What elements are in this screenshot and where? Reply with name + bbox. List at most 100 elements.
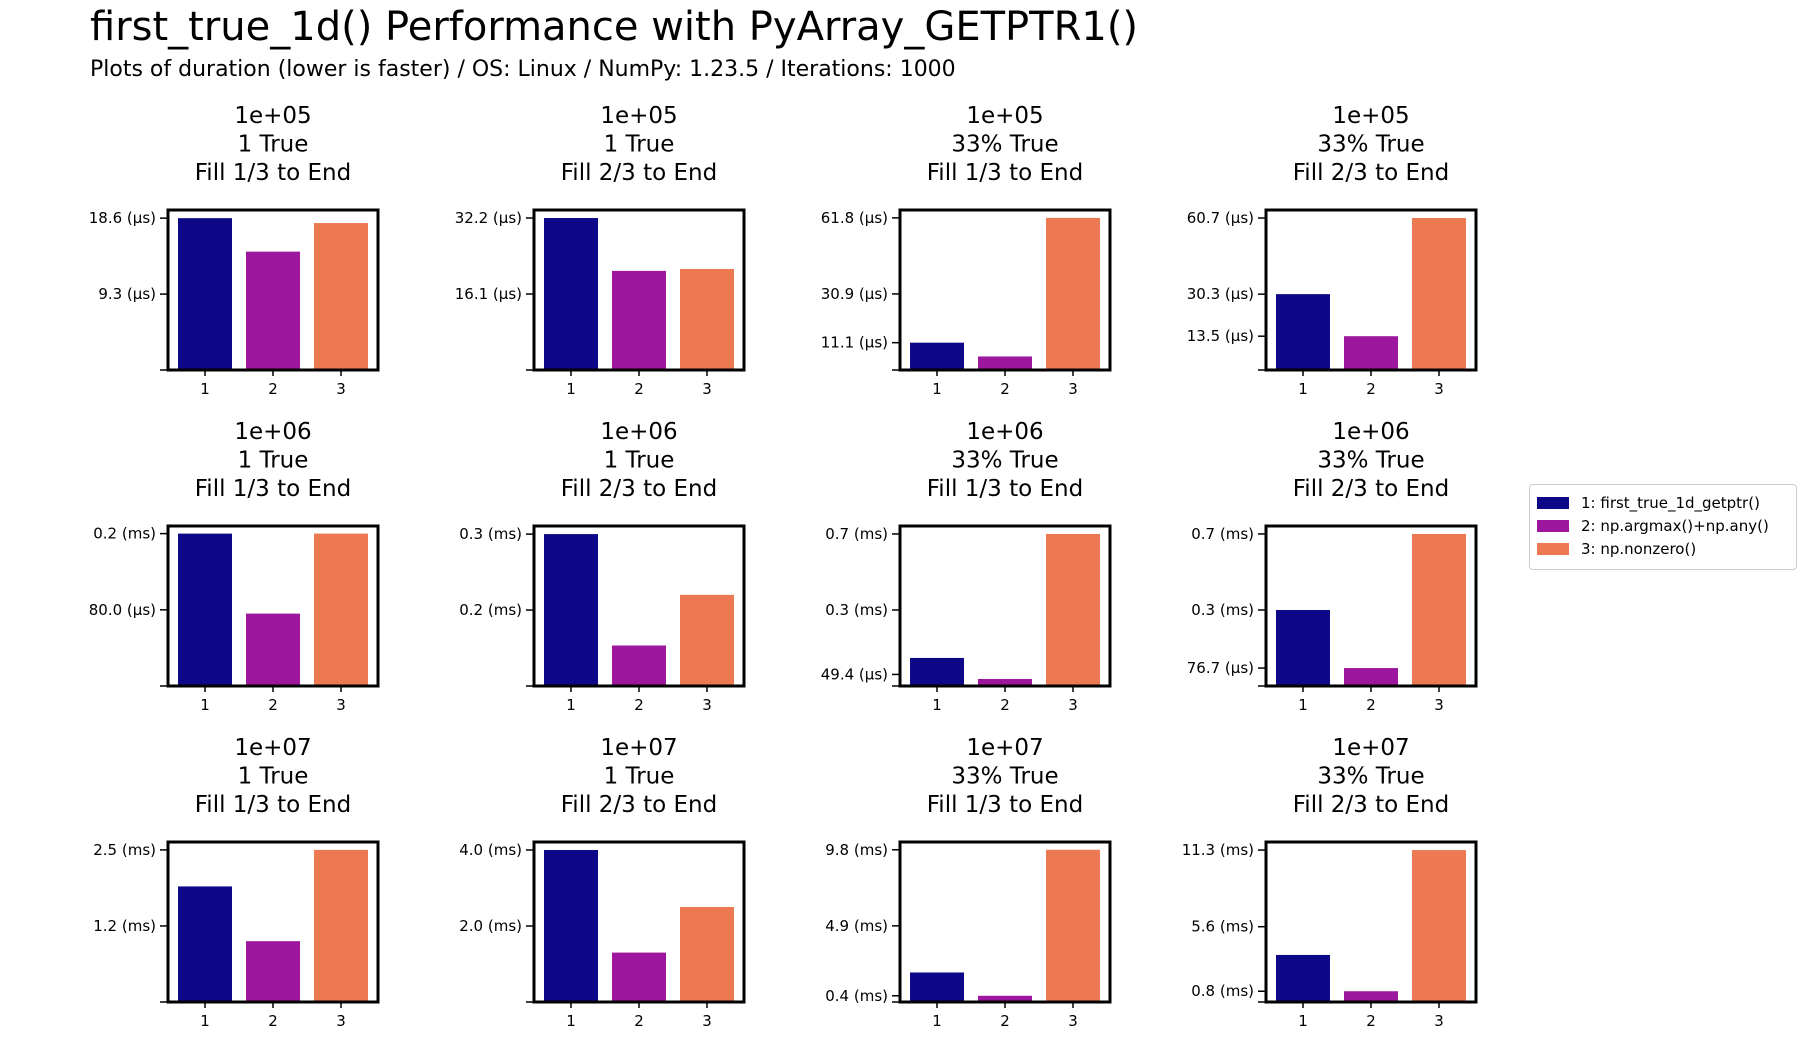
bar: [910, 972, 964, 1002]
bar: [1046, 533, 1100, 686]
legend-label: 1: first_true_1d_getptr(): [1581, 493, 1760, 512]
x-tick-label: 2: [1366, 1012, 1376, 1030]
subplot-title-line: 1e+05: [1332, 103, 1409, 129]
subplot-title-line: Fill 1/3 to End: [195, 792, 351, 818]
axes-frame: [898, 208, 1112, 372]
y-tick-label: 11.3 (ms): [1182, 841, 1254, 859]
x-tick-label: 2: [634, 696, 644, 714]
subplot-title-line: 1e+05: [234, 103, 311, 129]
x-tick-label: 3: [1434, 380, 1444, 398]
subplot-title-line: 1 True: [238, 448, 309, 474]
y-tick-label: 49.4 (µs): [821, 665, 888, 683]
subplot-title-line: Fill 1/3 to End: [927, 476, 1083, 502]
subplot-title-line: 1e+07: [600, 735, 677, 761]
bar: [1412, 533, 1466, 686]
y-tick-label: 80.0 (µs): [89, 601, 156, 619]
legend-swatch: [1537, 496, 1569, 509]
x-tick-label: 1: [932, 696, 942, 714]
x-tick-label: 2: [268, 696, 278, 714]
y-tick-label: 4.9 (ms): [825, 917, 888, 935]
y-tick-label: 13.5 (µs): [1187, 327, 1254, 345]
y-tick-label: 61.8 (µs): [821, 209, 888, 227]
bar: [1344, 991, 1398, 1002]
x-tick-label: 2: [268, 1012, 278, 1030]
y-tick-label: 30.3 (µs): [1187, 285, 1254, 303]
bar: [612, 645, 666, 686]
subplot-title-line: 1e+07: [1332, 735, 1409, 761]
axes-frame: [1264, 208, 1478, 372]
subplot-title-line: Fill 2/3 to End: [561, 476, 717, 502]
axes-frame: [532, 208, 746, 372]
x-tick-label: 1: [566, 696, 576, 714]
x-tick-label: 1: [200, 380, 210, 398]
bar: [1412, 218, 1466, 370]
x-tick-label: 3: [702, 696, 712, 714]
subplot-title-line: 33% True: [951, 132, 1058, 158]
bar: [910, 342, 964, 370]
axes-frame: [1264, 840, 1478, 1004]
x-tick-label: 2: [1366, 696, 1376, 714]
x-tick-label: 3: [702, 1012, 712, 1030]
subplot-title-line: 33% True: [1317, 448, 1424, 474]
legend-label: 3: np.nonzero(): [1581, 539, 1697, 558]
bar: [246, 613, 300, 686]
y-tick-label: 30.9 (µs): [821, 285, 888, 303]
legend: 1: first_true_1d_getptr() 2: np.argmax()…: [1529, 484, 1797, 570]
subplot-title-line: 1 True: [604, 764, 675, 790]
subplot-title-line: Fill 2/3 to End: [561, 160, 717, 186]
x-tick-label: 1: [200, 1012, 210, 1030]
subplot-title-line: 33% True: [1317, 132, 1424, 158]
bar: [1344, 668, 1398, 686]
subplot-title-line: Fill 1/3 to End: [927, 160, 1083, 186]
x-tick-label: 3: [1434, 1012, 1444, 1030]
bar: [978, 995, 1032, 1002]
y-tick-label: 60.7 (µs): [1187, 209, 1254, 227]
subplot-title-line: 33% True: [951, 764, 1058, 790]
figure-title: first_true_1d() Performance with PyArray…: [90, 4, 1138, 50]
axes-frame: [166, 840, 380, 1004]
subplot-title-line: 1e+05: [966, 103, 1043, 129]
y-tick-label: 4.0 (ms): [459, 841, 522, 859]
y-tick-label: 11.1 (µs): [821, 334, 888, 352]
x-tick-label: 3: [1068, 1012, 1078, 1030]
bar: [612, 952, 666, 1002]
bar: [910, 657, 964, 686]
x-tick-label: 1: [566, 1012, 576, 1030]
x-tick-label: 2: [1366, 380, 1376, 398]
subplot-title-line: 33% True: [1317, 764, 1424, 790]
bar: [978, 678, 1032, 686]
y-tick-label: 5.6 (ms): [1191, 918, 1254, 936]
x-tick-label: 3: [1068, 696, 1078, 714]
bar: [314, 849, 368, 1002]
x-tick-label: 1: [200, 696, 210, 714]
x-tick-label: 2: [1000, 1012, 1010, 1030]
x-tick-label: 2: [1000, 380, 1010, 398]
figure-subtitle: Plots of duration (lower is faster) / OS…: [90, 57, 956, 82]
y-tick-label: 0.4 (ms): [825, 987, 888, 1005]
bar: [544, 218, 598, 370]
bar: [1276, 609, 1330, 686]
bar: [314, 533, 368, 686]
x-tick-label: 3: [336, 1012, 346, 1030]
subplot-title-line: 1 True: [604, 448, 675, 474]
subplot-title-line: 1e+05: [600, 103, 677, 129]
y-tick-label: 9.3 (µs): [98, 285, 156, 303]
axes-frame: [1264, 524, 1478, 688]
subplot-title-line: Fill 2/3 to End: [561, 792, 717, 818]
bar: [612, 270, 666, 370]
subplot-title-line: Fill 2/3 to End: [1293, 792, 1449, 818]
subplot-title-line: 1e+06: [966, 419, 1043, 445]
legend-item: 3: np.nonzero(): [1537, 537, 1796, 560]
legend-label: 2: np.argmax()+np.any(): [1581, 516, 1769, 535]
bar: [1344, 336, 1398, 370]
y-tick-label: 0.7 (ms): [1191, 525, 1254, 543]
subplot-title-line: 1e+07: [234, 735, 311, 761]
bar: [178, 218, 232, 370]
